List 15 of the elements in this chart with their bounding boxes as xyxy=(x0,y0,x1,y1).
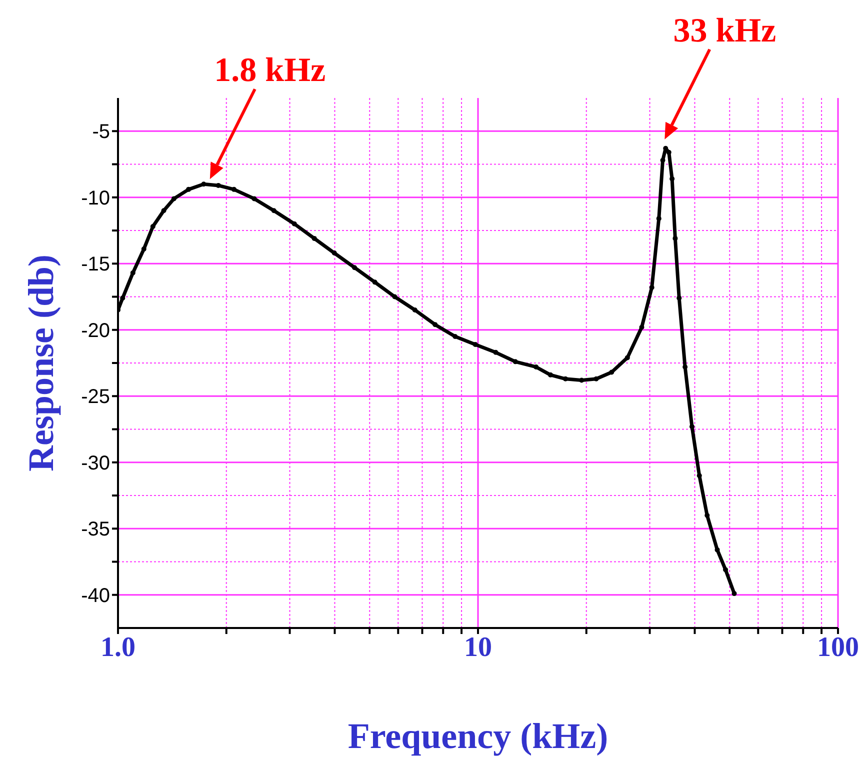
y-tick-label: -40 xyxy=(81,584,110,607)
x-tick-label: 10 xyxy=(464,632,492,663)
x-tick-label: 1.0 xyxy=(100,632,136,663)
y-tick-label: -5 xyxy=(92,121,110,144)
x-tick-label: 100 xyxy=(817,632,859,663)
y-tick-label: -15 xyxy=(81,254,110,276)
y-axis-title: Response (db) xyxy=(20,254,61,472)
annotation: 1.8 kHz xyxy=(214,52,326,90)
x-axis-title: Frequency (kHz) xyxy=(348,716,608,756)
y-tick-label: -10 xyxy=(81,187,110,210)
y-tick-label: -25 xyxy=(81,386,110,408)
y-tick-label: -20 xyxy=(81,320,110,342)
y-tick-label: -30 xyxy=(81,452,110,474)
annotation: 33 kHz xyxy=(673,12,776,50)
y-tick-label: -35 xyxy=(81,518,110,541)
